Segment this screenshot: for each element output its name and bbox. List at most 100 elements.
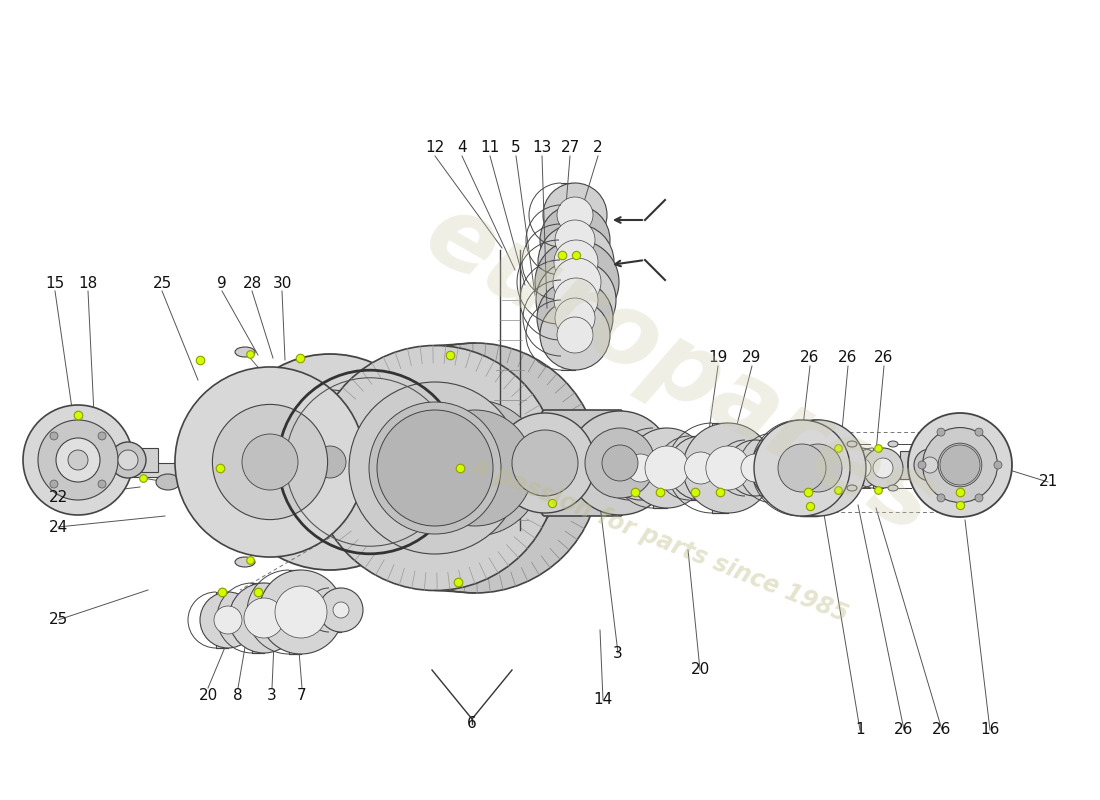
- Ellipse shape: [684, 452, 716, 484]
- Text: 6: 6: [468, 717, 477, 731]
- Text: 30: 30: [273, 275, 292, 290]
- Text: 1: 1: [855, 722, 865, 738]
- Ellipse shape: [350, 343, 600, 593]
- Point: [250, 586, 267, 598]
- Point: [829, 483, 847, 496]
- Point: [553, 249, 571, 262]
- FancyBboxPatch shape: [329, 602, 341, 618]
- Ellipse shape: [706, 446, 750, 490]
- Ellipse shape: [314, 446, 346, 478]
- Ellipse shape: [940, 445, 980, 485]
- Text: 28: 28: [242, 275, 262, 290]
- Point: [241, 554, 258, 566]
- Ellipse shape: [842, 448, 881, 488]
- Text: 15: 15: [45, 275, 65, 290]
- Ellipse shape: [319, 588, 363, 632]
- Ellipse shape: [830, 458, 850, 478]
- Ellipse shape: [182, 474, 198, 490]
- Ellipse shape: [585, 428, 654, 498]
- Ellipse shape: [235, 557, 255, 567]
- Ellipse shape: [540, 300, 611, 370]
- Ellipse shape: [537, 280, 613, 356]
- Ellipse shape: [864, 448, 903, 488]
- Text: 16: 16: [980, 722, 1000, 738]
- Point: [568, 249, 585, 262]
- Ellipse shape: [627, 428, 707, 508]
- Ellipse shape: [175, 367, 365, 557]
- Point: [651, 486, 669, 498]
- Ellipse shape: [918, 461, 926, 469]
- FancyBboxPatch shape: [560, 224, 576, 300]
- FancyBboxPatch shape: [560, 260, 576, 340]
- FancyBboxPatch shape: [873, 458, 883, 478]
- Point: [449, 576, 466, 589]
- FancyBboxPatch shape: [561, 183, 575, 247]
- Point: [869, 442, 887, 454]
- Text: 18: 18: [78, 275, 98, 290]
- FancyBboxPatch shape: [774, 452, 786, 484]
- Text: 26: 26: [801, 350, 820, 366]
- Ellipse shape: [543, 183, 607, 247]
- Point: [686, 486, 704, 498]
- Text: 22: 22: [48, 490, 67, 505]
- Text: 8: 8: [233, 689, 243, 703]
- Ellipse shape: [556, 298, 595, 338]
- FancyBboxPatch shape: [629, 436, 640, 500]
- Ellipse shape: [908, 413, 1012, 517]
- Point: [952, 486, 969, 498]
- FancyBboxPatch shape: [800, 444, 816, 492]
- Ellipse shape: [727, 440, 783, 496]
- FancyBboxPatch shape: [252, 598, 264, 638]
- Ellipse shape: [50, 432, 58, 440]
- FancyBboxPatch shape: [216, 592, 228, 648]
- FancyBboxPatch shape: [830, 458, 840, 478]
- Ellipse shape: [683, 423, 773, 513]
- Ellipse shape: [556, 220, 595, 260]
- Point: [69, 456, 87, 469]
- Ellipse shape: [417, 410, 534, 526]
- Ellipse shape: [937, 428, 945, 436]
- Point: [800, 486, 817, 498]
- FancyBboxPatch shape: [289, 586, 301, 638]
- Ellipse shape: [258, 390, 402, 534]
- FancyBboxPatch shape: [802, 420, 818, 516]
- FancyBboxPatch shape: [130, 463, 1000, 477]
- Ellipse shape: [627, 454, 654, 482]
- Ellipse shape: [557, 197, 593, 233]
- Ellipse shape: [214, 606, 242, 634]
- FancyBboxPatch shape: [800, 420, 816, 516]
- Text: 24: 24: [48, 519, 67, 534]
- Text: 27: 27: [560, 141, 580, 155]
- Ellipse shape: [851, 458, 871, 478]
- Text: 13: 13: [532, 141, 552, 155]
- Text: 3: 3: [267, 689, 277, 703]
- FancyBboxPatch shape: [712, 423, 728, 513]
- Text: 26: 26: [933, 722, 952, 738]
- Ellipse shape: [56, 438, 100, 482]
- Ellipse shape: [222, 354, 438, 570]
- FancyBboxPatch shape: [690, 452, 701, 484]
- Ellipse shape: [538, 224, 614, 300]
- Point: [543, 497, 561, 510]
- Ellipse shape: [602, 445, 638, 481]
- Text: 25: 25: [48, 613, 67, 627]
- Point: [829, 442, 847, 454]
- Ellipse shape: [645, 446, 689, 490]
- Text: 14: 14: [593, 693, 613, 707]
- Ellipse shape: [778, 444, 826, 492]
- FancyBboxPatch shape: [629, 454, 640, 482]
- Ellipse shape: [68, 450, 88, 470]
- Point: [211, 462, 229, 474]
- FancyBboxPatch shape: [745, 454, 755, 482]
- Text: 26: 26: [874, 350, 893, 366]
- Text: 25: 25: [153, 275, 172, 290]
- Ellipse shape: [554, 240, 598, 284]
- Ellipse shape: [212, 404, 328, 520]
- FancyBboxPatch shape: [559, 240, 578, 324]
- Ellipse shape: [242, 434, 298, 490]
- Ellipse shape: [495, 413, 595, 513]
- Point: [241, 347, 258, 360]
- Ellipse shape: [540, 205, 611, 275]
- Text: 5: 5: [512, 141, 520, 155]
- FancyBboxPatch shape: [78, 448, 158, 472]
